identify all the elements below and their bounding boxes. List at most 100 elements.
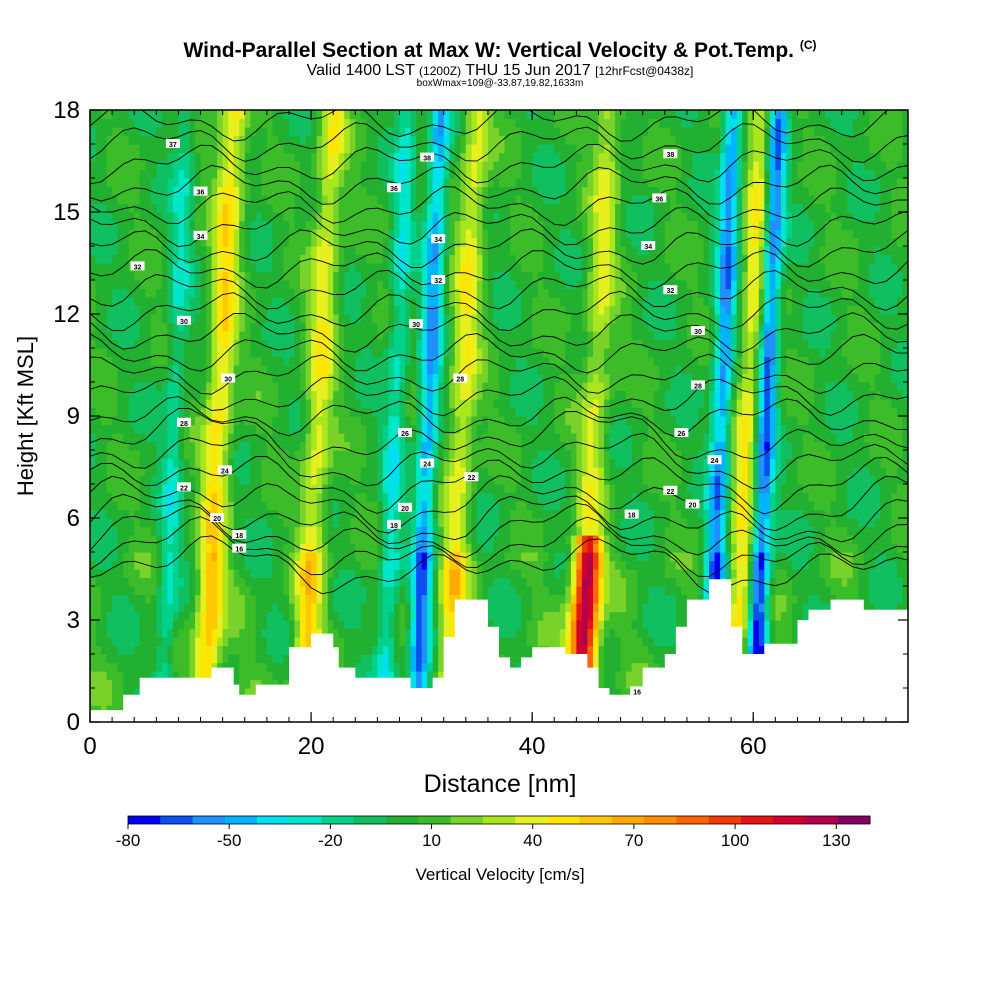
velocity-cell [399, 356, 406, 366]
velocity-cell [360, 169, 378, 179]
velocity-cell [416, 518, 423, 528]
velocity-cell [725, 552, 732, 562]
velocity-cell [642, 603, 677, 613]
velocity-cell [465, 501, 472, 511]
velocity-cell [184, 467, 191, 477]
velocity-cell [587, 458, 594, 468]
velocity-cell [709, 365, 716, 375]
velocity-cell [731, 297, 738, 307]
velocity-cell [90, 475, 108, 485]
velocity-cell [167, 195, 174, 205]
velocity-cell [283, 560, 290, 570]
velocity-cell [731, 526, 738, 536]
velocity-cell [764, 195, 771, 205]
velocity-cell [780, 458, 787, 468]
velocity-cell [233, 441, 240, 451]
velocity-cell [382, 501, 389, 511]
velocity-cell [847, 203, 881, 213]
velocity-cell [642, 314, 677, 324]
velocity-cell [720, 518, 727, 528]
velocity-cell [438, 229, 445, 239]
velocity-cell [460, 577, 467, 587]
velocity-cell [316, 169, 323, 179]
velocity-cell [476, 424, 489, 434]
velocity-cell [184, 169, 191, 179]
velocity-cell [200, 492, 207, 502]
velocity-cell [896, 263, 908, 273]
velocity-cell [487, 611, 522, 621]
velocity-cell [896, 305, 908, 315]
velocity-cell [736, 458, 743, 468]
velocity-cell [460, 365, 472, 375]
velocity-cell [300, 305, 307, 315]
velocity-cell [747, 586, 754, 596]
velocity-cell [598, 620, 605, 630]
velocity-cell [675, 297, 694, 307]
velocity-cell [891, 535, 908, 545]
velocity-cell [593, 271, 600, 281]
velocity-cell [327, 501, 334, 511]
velocity-cell [449, 178, 461, 188]
velocity-cell [648, 662, 660, 672]
velocity-cell [692, 458, 705, 468]
velocity-cell [609, 339, 644, 349]
velocity-cell [581, 322, 588, 332]
velocity-cell [217, 212, 224, 222]
velocity-cell [769, 492, 776, 502]
velocity-cell [294, 314, 301, 324]
velocity-cell [758, 263, 765, 273]
velocity-cell [720, 492, 727, 502]
velocity-cell [565, 441, 577, 451]
velocity-cell [250, 475, 262, 485]
velocity-cell [305, 603, 312, 613]
velocity-cell [322, 603, 329, 613]
velocity-cell [228, 475, 235, 485]
velocity-cell [593, 662, 600, 672]
velocity-cell [338, 569, 356, 579]
velocity-cell [443, 365, 450, 375]
velocity-cell [465, 178, 472, 188]
velocity-cell [322, 237, 329, 247]
velocity-cell [742, 424, 749, 434]
velocity-cell [112, 212, 135, 222]
velocity-cell [725, 237, 732, 247]
velocity-cell [438, 288, 445, 298]
velocity-cell [399, 433, 406, 443]
velocity-cell [184, 603, 196, 613]
velocity-cell [720, 373, 727, 383]
velocity-cell [244, 186, 251, 196]
velocity-cell [272, 373, 301, 383]
velocity-cell [808, 212, 832, 222]
velocity-cell [753, 492, 760, 502]
velocity-cell [161, 620, 174, 630]
velocity-cell [322, 433, 329, 443]
velocity-cell [311, 246, 318, 256]
velocity-cell [382, 611, 389, 621]
velocity-cell [786, 297, 793, 307]
velocity-cell [305, 509, 318, 519]
velocity-cell [421, 535, 428, 545]
velocity-cell [609, 492, 616, 502]
velocity-cell [438, 569, 445, 579]
velocity-cell [438, 535, 445, 545]
velocity-cell [543, 526, 572, 536]
velocity-cell [742, 203, 749, 213]
velocity-cell [471, 560, 478, 570]
velocity-cell [106, 305, 141, 315]
velocity-cell [499, 628, 517, 638]
velocity-cell [587, 416, 594, 426]
velocity-cell [112, 492, 141, 502]
velocity-cell [869, 424, 904, 434]
velocity-cell [200, 424, 207, 434]
velocity-cell [764, 271, 771, 281]
velocity-cell [537, 212, 577, 222]
velocity-cell [814, 399, 826, 409]
velocity-cell [405, 484, 417, 494]
velocity-cell [830, 297, 876, 307]
velocity-cell [172, 237, 179, 247]
velocity-cell [184, 543, 196, 553]
velocity-cell [487, 416, 506, 426]
velocity-cell [167, 484, 174, 494]
velocity-cell [703, 246, 710, 256]
velocity-cell [714, 484, 721, 494]
